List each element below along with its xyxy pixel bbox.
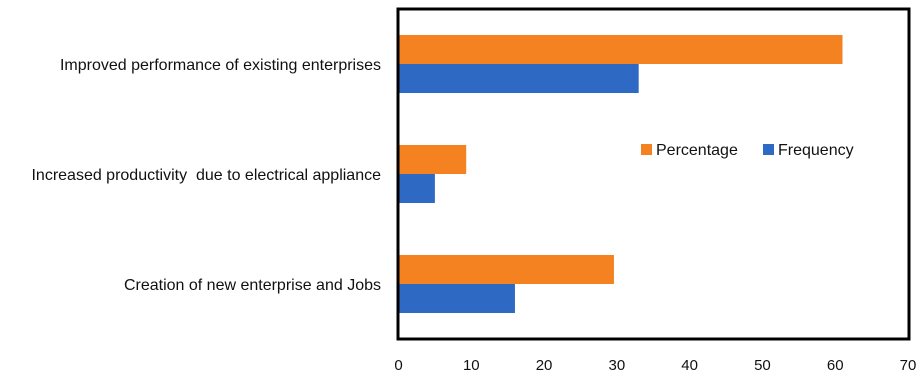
category-label-2: Creation of new enterprise and Jobs <box>124 277 381 294</box>
x-axis-ticks: 0 10 20 30 40 50 60 70 <box>394 357 916 374</box>
x-tick-label-4: 40 <box>681 357 698 374</box>
x-tick-label-2: 20 <box>536 357 553 374</box>
legend-label-percentage: Percentage <box>656 142 738 159</box>
legend-swatch-frequency <box>763 144 774 155</box>
x-tick-label-3: 30 <box>609 357 626 374</box>
x-tick-label-5: 50 <box>754 357 771 374</box>
x-tick-label-7: 70 <box>900 357 917 374</box>
x-tick-label-0: 0 <box>394 357 402 374</box>
bar-percentage-0 <box>398 35 843 64</box>
bar-frequency-1 <box>398 174 435 203</box>
bar-percentage-2 <box>398 255 614 284</box>
bar-frequency-2 <box>398 284 515 313</box>
x-tick-label-1: 10 <box>463 357 480 374</box>
bars-group <box>398 35 843 313</box>
plot-area-border <box>396 7 911 341</box>
bar-percentage-1 <box>398 145 467 174</box>
bar-frequency-0 <box>398 64 639 93</box>
legend: Percentage Frequency <box>641 142 854 159</box>
legend-swatch-percentage <box>641 144 652 155</box>
x-tick-label-6: 60 <box>827 357 844 374</box>
category-labels: Improved performance of existing enterpr… <box>31 57 381 294</box>
category-label-1: Increased productivity due to electrical… <box>31 167 381 184</box>
legend-label-frequency: Frequency <box>778 142 854 159</box>
category-label-0: Improved performance of existing enterpr… <box>60 57 381 74</box>
